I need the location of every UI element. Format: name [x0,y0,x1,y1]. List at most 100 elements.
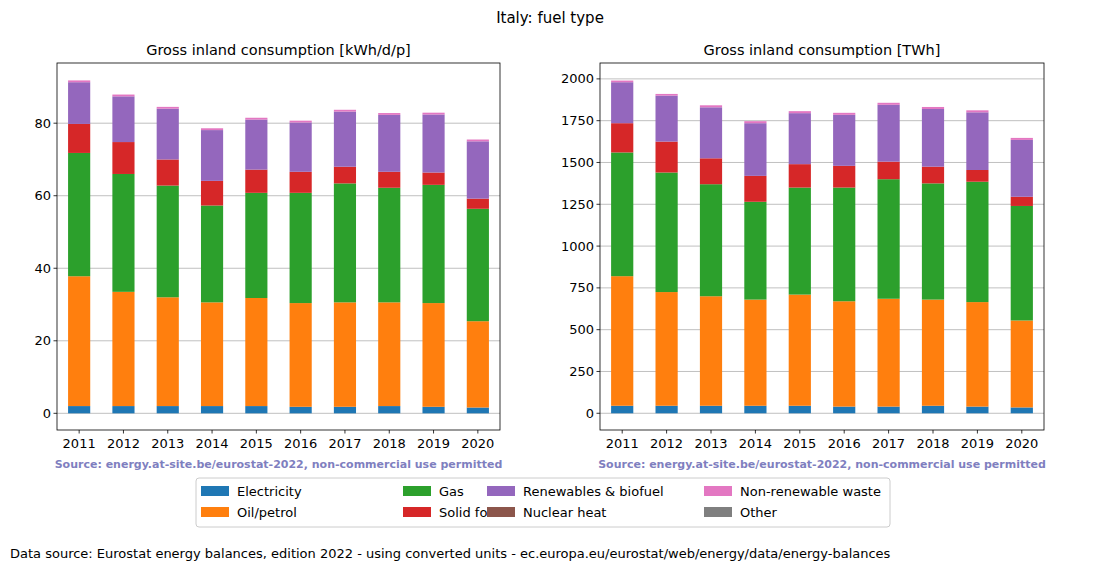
bar [378,113,400,114]
bar [878,103,900,105]
legend-frame [196,478,890,527]
bar [68,406,90,413]
bar [334,302,356,406]
x-tick [666,430,667,434]
bar [334,112,356,167]
bar [922,183,944,299]
bar [378,302,400,406]
bar [833,113,855,115]
legend-swatch [403,486,431,496]
bar [245,193,267,298]
bar [112,406,134,413]
bar [378,113,400,115]
grid-line [600,78,1044,79]
bar [201,128,223,129]
bar [922,109,944,167]
x-tick [1021,430,1022,434]
bar [922,107,944,109]
x-tick [389,430,390,434]
legend-label: Nuclear heat [523,505,606,520]
x-tick-label: 2011 [63,436,96,451]
bar [157,107,179,109]
bar [422,114,444,172]
bar [157,297,179,406]
bar [422,407,444,414]
y-tick [54,123,58,124]
bar [789,111,811,113]
bar [966,302,988,406]
bar [467,321,489,407]
bar [833,407,855,414]
y-tick [597,162,601,163]
bar [700,184,722,296]
bar [245,118,267,120]
bar [112,142,134,174]
bar [744,121,766,122]
bar [833,166,855,188]
y-tick-label: 750 [569,280,594,295]
x-tick-label: 2015 [783,436,816,451]
bar [611,276,633,406]
x-tick-label: 2019 [961,436,994,451]
legend-swatch [487,507,515,517]
x-tick-label: 2017 [872,436,905,451]
bar [833,188,855,302]
bar [744,123,766,176]
x-tick [477,430,478,434]
bar [112,94,134,95]
bar [157,186,179,298]
bar [245,170,267,193]
x-tick [256,430,257,434]
bar [1011,407,1033,413]
x-tick-label: 2011 [606,436,639,451]
bar [1011,137,1033,138]
y-tick-label: 0 [43,406,51,421]
x-tick [933,430,934,434]
bar [422,173,444,185]
x-tick [622,430,623,434]
bar [245,298,267,406]
bar [157,109,179,160]
bar [334,407,356,414]
bar [422,185,444,303]
bar [378,188,400,303]
y-tick [54,195,58,196]
bar [112,96,134,142]
suptitle: Italy: fuel type [496,9,604,27]
bar [378,406,400,413]
x-tick [433,430,434,434]
chart: 0204060802011201220132014201520162017201… [34,42,502,471]
x-tick-label: 2013 [151,436,184,451]
bar [334,110,356,112]
bar [1011,320,1033,407]
x-tick [300,430,301,434]
bar [112,95,134,97]
bar [290,122,312,171]
x-tick [888,430,889,434]
legend-label: Gas [439,484,464,499]
bar [789,188,811,295]
x-tick-label: 2012 [650,436,683,451]
bar [833,301,855,406]
y-tick-label: 1750 [561,113,594,128]
bar [201,128,223,130]
x-tick-label: 2016 [828,436,861,451]
x-tick-label: 2015 [240,436,273,451]
y-tick-label: 40 [34,261,51,276]
bar [656,406,678,414]
x-tick-label: 2019 [417,436,450,451]
y-tick [597,78,601,79]
y-tick [597,287,601,288]
y-tick-label: 0 [586,406,594,421]
bar [611,80,633,81]
bar [245,120,267,170]
x-tick-label: 2018 [373,436,406,451]
bar [467,141,489,198]
bar [922,406,944,414]
bar [112,174,134,292]
bar [878,105,900,162]
bar [656,93,678,94]
y-tick-label: 80 [34,116,51,131]
bar [656,292,678,406]
legend-swatch [403,507,431,517]
